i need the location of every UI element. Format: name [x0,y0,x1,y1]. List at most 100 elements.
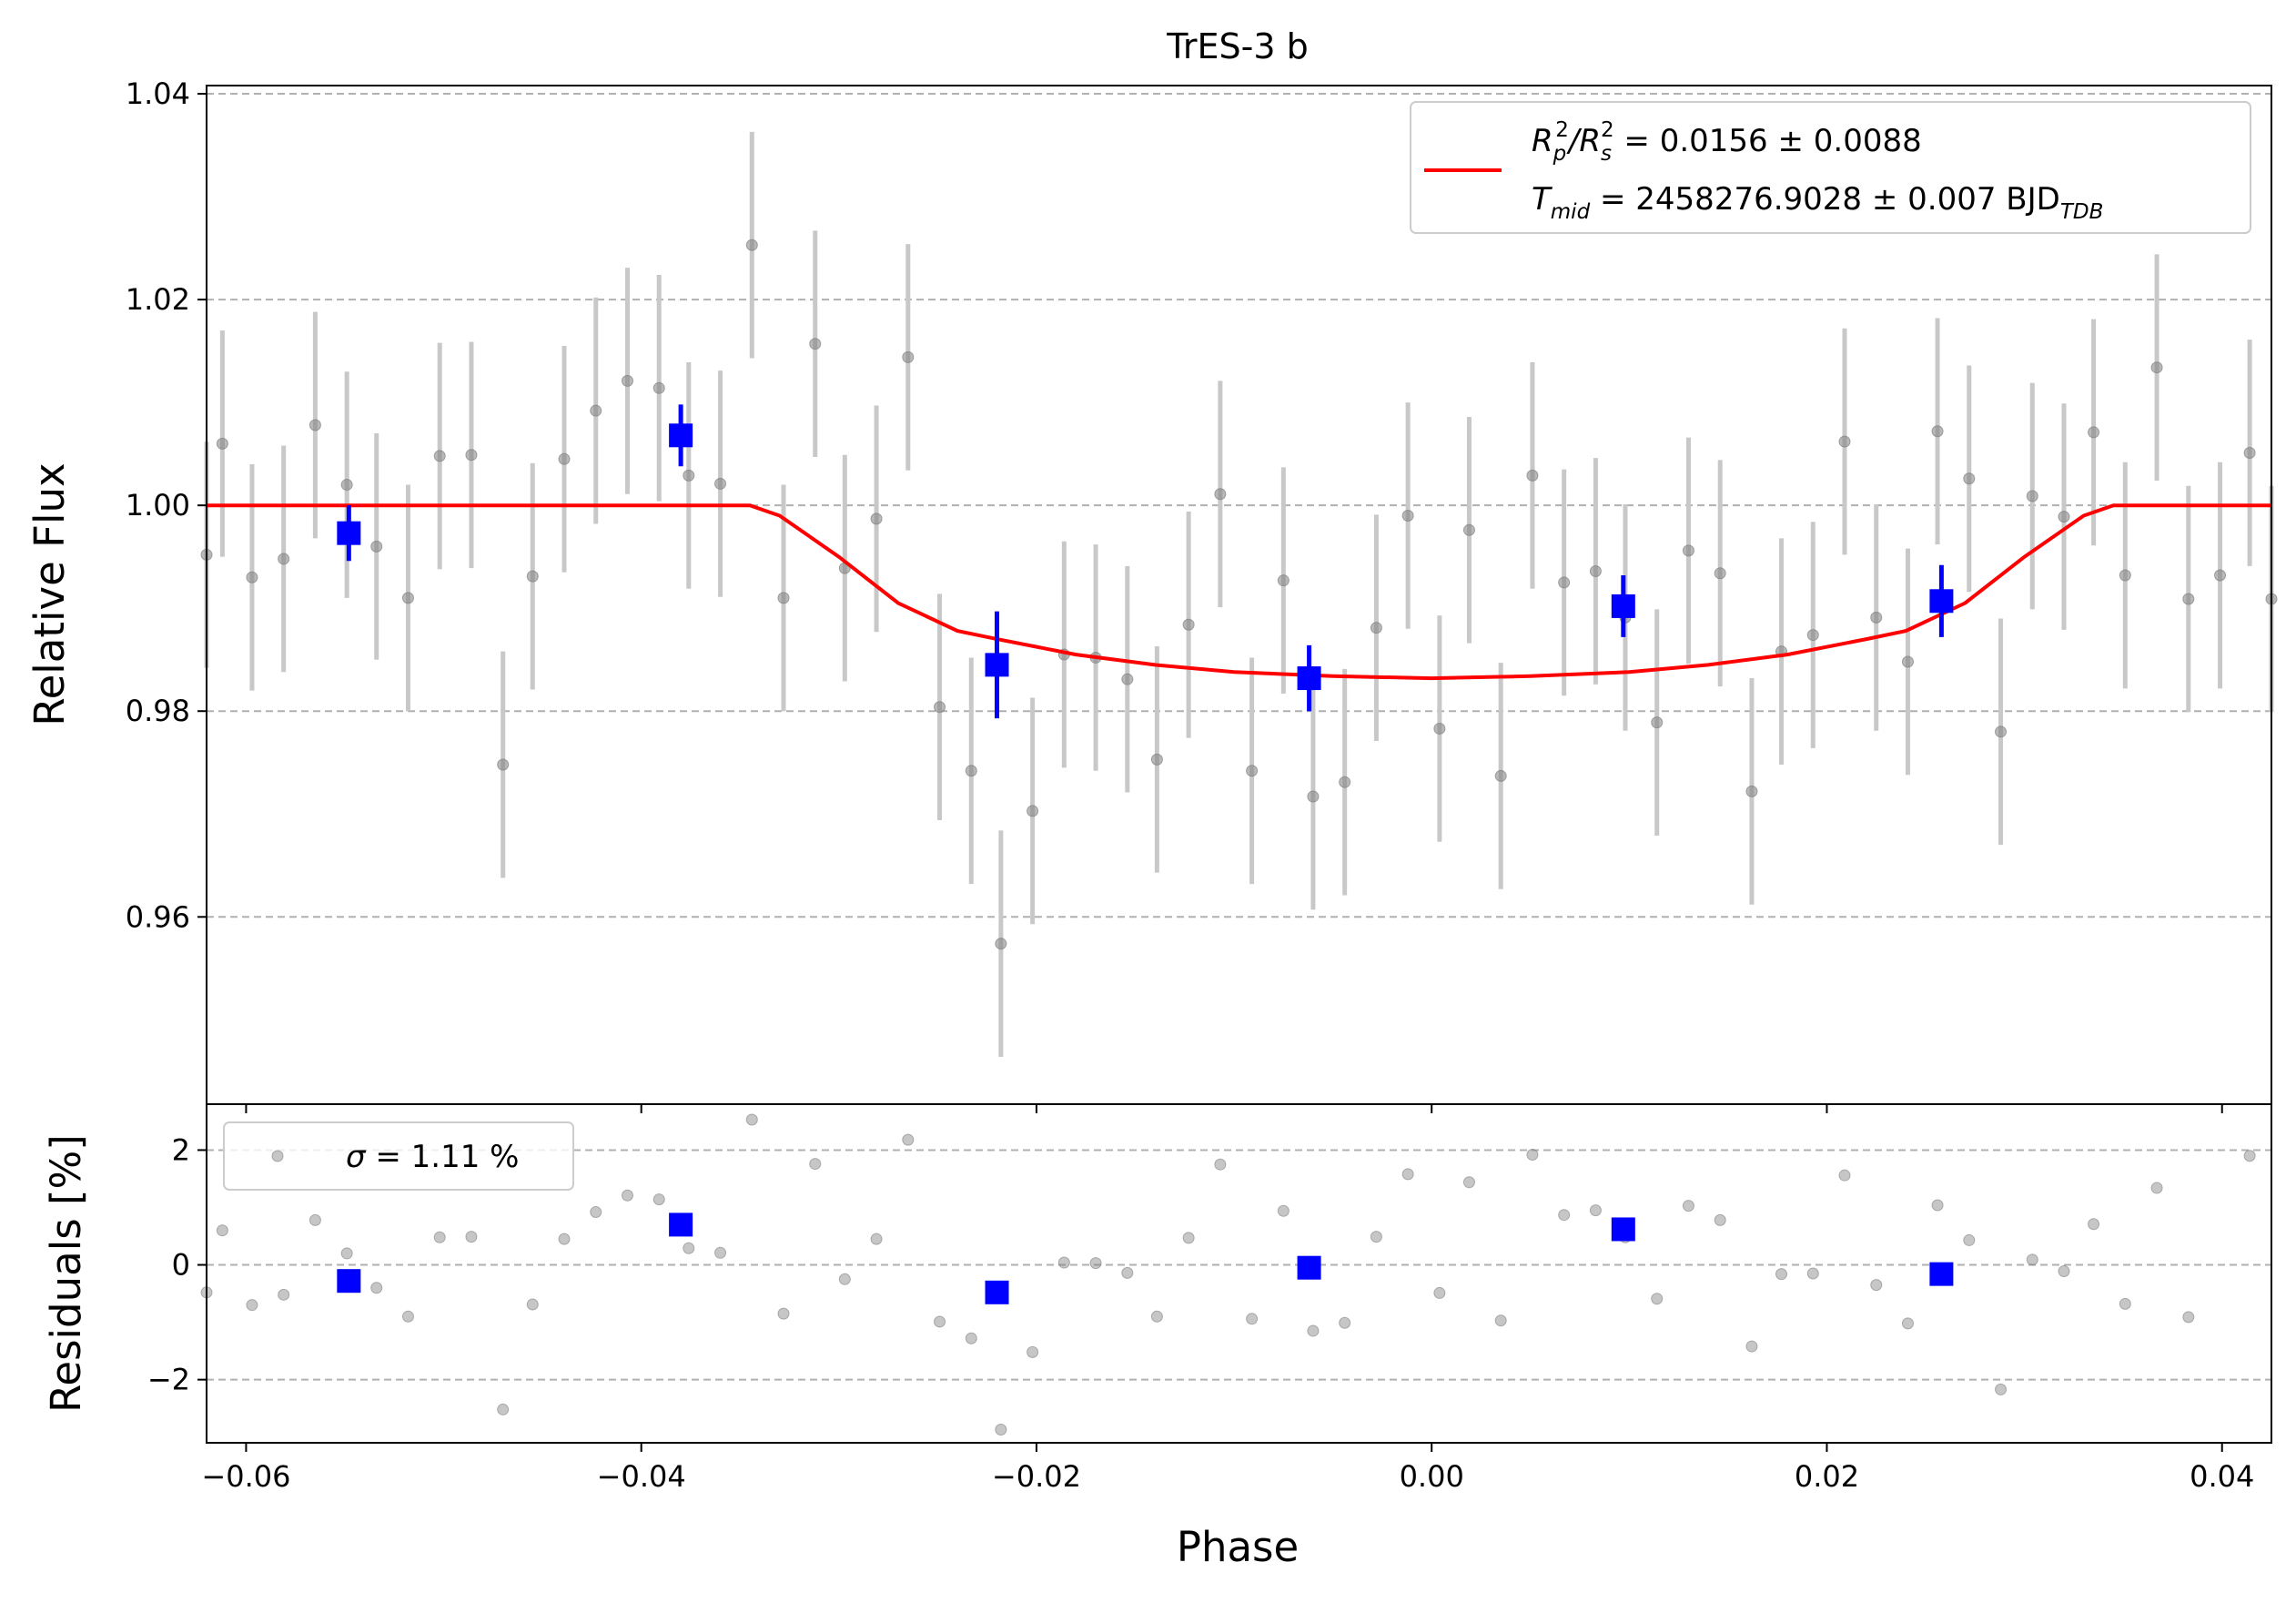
residuals-binned-point [669,1212,693,1237]
residuals-binned-point [985,1280,1009,1304]
residuals-data-point [1246,1313,1259,1325]
residuals-data-point [216,1224,228,1237]
flux-data-point [2214,569,2227,582]
residuals-data-point [2058,1264,2070,1277]
phase-x-tick-label: −0.04 [597,1459,686,1494]
flux-data-point [1307,790,1320,803]
residuals-data-point [2026,1253,2038,1266]
transit-model-line [207,503,2271,681]
flux-axes-frame [206,85,2272,1105]
residuals-data-point [621,1189,633,1202]
flux-binned-point [337,521,361,545]
residuals-legend-box [223,1121,574,1191]
residuals-data-point [246,1299,258,1312]
flux-data-point [714,477,727,490]
flux-data-point [683,469,695,482]
residuals-data-point [590,1206,602,1219]
chart-title: TrES-3 b [1166,26,1308,66]
flux-data-point [1027,805,1039,817]
residuals-data-point [1682,1200,1694,1212]
flux-y-tick-label: 0.96 [126,899,190,934]
residuals-legend-text: σ = 1.11 % [346,1139,519,1175]
residuals-data-point [558,1233,571,1245]
flux-data-point [1339,776,1351,788]
flux-y-tick-label: 1.00 [126,488,190,522]
flux-y-tick-label: 0.98 [126,694,190,728]
residuals-data-point [838,1273,851,1285]
flux-data-point [2119,569,2131,582]
flux-data-point [465,449,478,462]
flux-data-point [370,540,383,553]
flux-data-point [621,374,633,387]
flux-data-point [1651,716,1664,729]
flux-legend-box [1410,101,2251,234]
residuals-data-point [1995,1383,2008,1395]
flux-errorbars [204,131,2274,1058]
flux-data-point [2088,426,2100,439]
flux-data-point [777,592,790,604]
residuals-data-point [1589,1204,1602,1217]
flux-data-point [401,592,414,604]
residuals-data-point [809,1158,822,1171]
flux-y-tick-label: 1.04 [126,76,190,111]
phase-x-tick-label: −0.02 [992,1459,1081,1494]
residuals-data-point [433,1231,446,1243]
residuals-legend-marker [271,1150,284,1162]
flux-data-point [1682,544,1694,557]
residuals-binned-points [337,1212,1954,1304]
residuals-data-point [340,1247,353,1260]
flux-data-point [1401,509,1414,522]
flux-data-point [2026,490,2038,502]
residuals-data-point [1931,1199,1944,1212]
flux-binned-points [337,404,1954,719]
residuals-data-point [1806,1267,1819,1280]
flux-data-point [809,338,822,350]
flux-data-point [1838,435,1851,448]
flux-data-point [1370,622,1382,634]
residuals-y-tick-label: −2 [147,1363,190,1397]
residuals-data-point [2243,1150,2256,1162]
residuals-data-point [1027,1345,1039,1358]
residuals-data-point [1150,1310,1163,1323]
residuals-data-point [995,1423,1007,1436]
residuals-data-point [2088,1218,2100,1231]
residuals-data-point [2119,1297,2131,1310]
flux-data-point [1901,655,1914,668]
flux-data-point [652,381,665,394]
flux-data-point [1277,574,1290,587]
residuals-panel: −2 0 2 −0.06 −0.04 −0.02 0.00 0.02 0.04 Residua… [42,1103,2272,1571]
residuals-data-point [934,1315,946,1328]
residuals-data-point [1339,1316,1351,1329]
flux-data-point [216,437,228,450]
flux-data-point [2150,361,2163,374]
flux-data-point [1494,769,1507,782]
flux-data-point [433,450,446,462]
flux-data-point [1526,469,1539,482]
residuals-data-point [745,1113,758,1126]
residuals-data-point [1182,1232,1195,1244]
flux-data-point [1121,673,1134,685]
residuals-data-point [308,1213,321,1226]
residuals-data-point [1838,1169,1851,1182]
phase-x-label: Phase [1177,1523,1299,1571]
flux-data-point [1589,565,1602,578]
flux-legend-line2: Tmid = 2458276.9028 ± 0.007 BJDTDB [1532,181,2103,224]
flux-data-point [1150,753,1163,766]
flux-data-point [1558,576,1571,589]
flux-data-point [1433,722,1446,735]
residuals-data-point [1775,1268,1788,1281]
residuals-data-point [1277,1204,1290,1217]
residuals-y-ticks: −2 0 2 [147,1132,207,1397]
flux-data-point [1931,425,1944,438]
residuals-data-point [2150,1182,2163,1194]
flux-data-point [590,404,602,417]
residuals-data-point [1901,1317,1914,1330]
residuals-data-point [777,1307,790,1320]
flux-data-point [870,512,883,525]
residuals-data-point [1307,1324,1320,1337]
residuals-data-point [1558,1209,1571,1222]
residuals-data-point [870,1233,883,1245]
residuals-data-point [1370,1231,1382,1243]
residuals-legend: σ = 1.11 % [223,1121,574,1191]
residuals-binned-point [337,1269,361,1294]
